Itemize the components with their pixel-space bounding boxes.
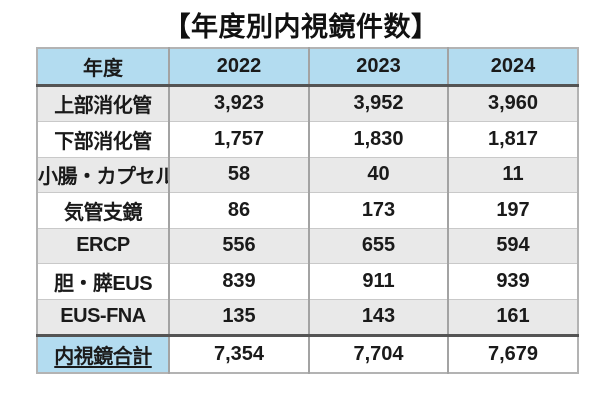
value-cell: 1,757	[168, 121, 309, 157]
value-cell: 58	[168, 156, 309, 193]
header-cell-2023: 2023	[308, 47, 448, 87]
row-label: 小腸・カプセル	[37, 156, 169, 193]
value-cell: 911	[308, 263, 448, 299]
table-row: 気管支鏡 86 173 197	[37, 192, 578, 228]
table-row: ERCP 556 655 594	[37, 227, 578, 264]
endoscopy-count-table: 年度 2022 2023 2024 上部消化管 3,923 3,952 3,960 下部消化管…	[36, 47, 579, 374]
value-cell: 3,960	[447, 84, 578, 122]
value-cell: 143	[308, 298, 448, 336]
row-label: 気管支鏡	[37, 192, 169, 228]
page-title: 【年度別内視鏡件数】	[163, 12, 439, 42]
value-cell: 1,830	[308, 121, 448, 157]
row-label: ERCP	[37, 227, 169, 264]
value-cell: 1,817	[447, 121, 578, 157]
value-cell: 197	[447, 192, 578, 228]
table-header: 年度 2022 2023 2024	[37, 47, 578, 87]
table-row: 下部消化管 1,757 1,830 1,817	[37, 121, 578, 157]
row-label: EUS-FNA	[37, 298, 169, 336]
row-label: 上部消化管	[37, 84, 169, 122]
value-cell: 7,704	[308, 334, 448, 373]
value-cell: 556	[168, 227, 309, 264]
value-cell: 3,952	[308, 84, 448, 122]
header-cell-year: 年度	[37, 47, 169, 87]
value-cell: 839	[168, 263, 309, 299]
table-body: 上部消化管 3,923 3,952 3,960 下部消化管 1,757 1,830 1,817…	[37, 84, 578, 373]
header-cell-2024: 2024	[447, 47, 578, 87]
value-cell: 11	[447, 156, 578, 193]
value-cell: 40	[308, 156, 448, 193]
value-cell: 594	[447, 227, 578, 264]
row-label: 内視鏡合計	[37, 334, 169, 373]
header-row: 年度 2022 2023 2024	[37, 47, 578, 87]
value-cell: 7,679	[447, 334, 578, 373]
table-row: 上部消化管 3,923 3,952 3,960	[37, 84, 578, 122]
table-row: 小腸・カプセル 58 40 11	[37, 156, 578, 193]
value-cell: 161	[447, 298, 578, 336]
table-row: 胆・膵EUS 839 911 939	[37, 263, 578, 299]
row-label: 胆・膵EUS	[37, 263, 169, 299]
header-cell-2022: 2022	[168, 47, 309, 87]
value-cell: 939	[447, 263, 578, 299]
value-cell: 86	[168, 192, 309, 228]
table-row: EUS-FNA 135 143 161	[37, 298, 578, 336]
value-cell: 3,923	[168, 84, 309, 122]
value-cell: 655	[308, 227, 448, 264]
row-label: 下部消化管	[37, 121, 169, 157]
total-row: 内視鏡合計 7,354 7,704 7,679	[37, 334, 578, 373]
value-cell: 173	[308, 192, 448, 228]
value-cell: 7,354	[168, 334, 309, 373]
value-cell: 135	[168, 298, 309, 336]
